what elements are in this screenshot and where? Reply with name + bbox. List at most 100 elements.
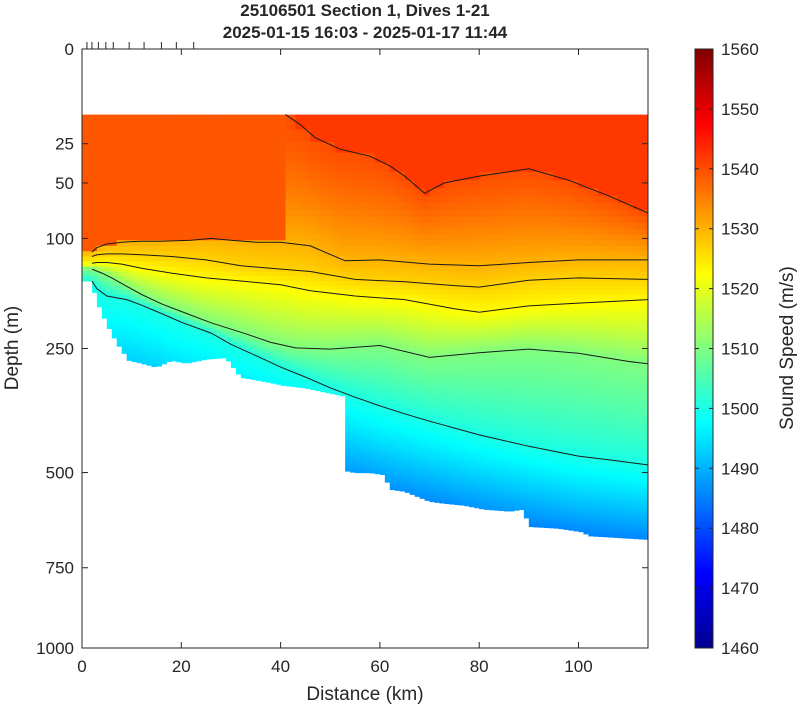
field-cell — [310, 319, 316, 325]
field-cell — [161, 346, 167, 351]
field-cell — [469, 396, 475, 400]
field-cell — [280, 141, 287, 154]
field-cell — [414, 383, 421, 388]
field-cell — [186, 195, 192, 204]
field-cell — [389, 434, 396, 438]
field-cell — [201, 356, 207, 361]
field-cell — [394, 290, 401, 296]
field-cell — [310, 307, 316, 313]
field-cell — [181, 319, 187, 325]
field-cell — [414, 428, 421, 433]
field-cell — [82, 266, 88, 273]
field-cell — [454, 503, 460, 506]
field-cell — [280, 327, 287, 332]
field-cell — [360, 280, 366, 287]
field-cell — [374, 285, 381, 291]
field-cell — [255, 195, 262, 204]
field-cell — [365, 216, 371, 224]
field-cell — [340, 280, 346, 287]
field-cell — [280, 363, 287, 368]
field-cell — [196, 209, 202, 217]
field-cell — [369, 370, 376, 375]
field-cell — [186, 294, 192, 300]
field-cell — [270, 114, 277, 130]
field-cell — [469, 456, 475, 460]
field-cell — [474, 456, 480, 460]
field-cell — [350, 428, 356, 433]
field-cell — [429, 481, 436, 485]
field-cell — [389, 228, 396, 236]
field-cell — [439, 501, 446, 504]
field-cell — [404, 380, 411, 385]
field-cell — [131, 209, 138, 217]
field-cell — [355, 456, 361, 460]
field-cell — [389, 261, 396, 268]
field-cell — [479, 180, 485, 189]
field-cell — [464, 303, 470, 308]
field-cell — [191, 266, 197, 273]
field-cell — [379, 234, 386, 241]
field-cell — [305, 319, 311, 325]
field-cell — [469, 335, 475, 340]
field-cell — [474, 228, 480, 236]
field-cell — [419, 370, 426, 375]
field-cell — [394, 240, 401, 247]
field-cell — [444, 298, 450, 304]
field-cell — [444, 256, 450, 263]
field-cell — [449, 491, 455, 495]
field-cell — [409, 256, 416, 263]
field-cell — [469, 261, 475, 268]
field-cell — [384, 466, 391, 470]
field-cell — [116, 188, 123, 197]
field-cell — [459, 503, 465, 506]
field-cell — [399, 434, 406, 438]
field-cell — [230, 290, 237, 296]
field-cell — [454, 327, 460, 332]
field-cell — [429, 431, 436, 436]
field-cell — [434, 228, 441, 236]
field-cell — [444, 356, 450, 361]
field-cell — [121, 303, 128, 308]
field-cell — [429, 285, 436, 291]
field-cell — [454, 448, 460, 452]
field-cell — [240, 280, 247, 287]
field-cell — [206, 114, 212, 130]
field-cell — [225, 180, 232, 189]
field-cell — [240, 222, 247, 230]
field-cell — [320, 285, 326, 291]
field-cell — [484, 389, 490, 394]
field-cell — [305, 327, 311, 332]
field-cell — [464, 290, 470, 296]
field-cell — [275, 370, 282, 375]
field-cell — [146, 319, 153, 325]
field-cell — [404, 335, 411, 340]
field-cell — [345, 380, 351, 385]
field-cell — [394, 363, 401, 368]
field-cell — [290, 195, 297, 204]
field-cell — [414, 188, 421, 197]
field-cell — [171, 353, 177, 358]
field-cell — [275, 303, 282, 308]
field-cell — [270, 367, 277, 372]
field-cell — [171, 240, 177, 247]
field-cell — [439, 405, 446, 409]
field-cell — [161, 307, 167, 313]
field-cell — [131, 307, 138, 313]
field-cell — [350, 216, 356, 224]
field-cell — [379, 240, 386, 247]
field-cell — [335, 162, 341, 173]
field-cell — [394, 370, 401, 375]
field-cell — [464, 209, 470, 217]
field-cell — [479, 434, 485, 438]
field-cell — [151, 276, 158, 282]
field-cell — [340, 389, 346, 394]
field-cell — [454, 423, 460, 427]
field-cell — [424, 439, 431, 444]
field-cell — [355, 216, 361, 224]
field-cell — [345, 152, 351, 164]
field-cell — [166, 228, 172, 236]
field-cell — [449, 256, 455, 263]
field-cell — [235, 307, 242, 313]
field-cell — [141, 280, 148, 287]
field-cell — [275, 290, 282, 296]
